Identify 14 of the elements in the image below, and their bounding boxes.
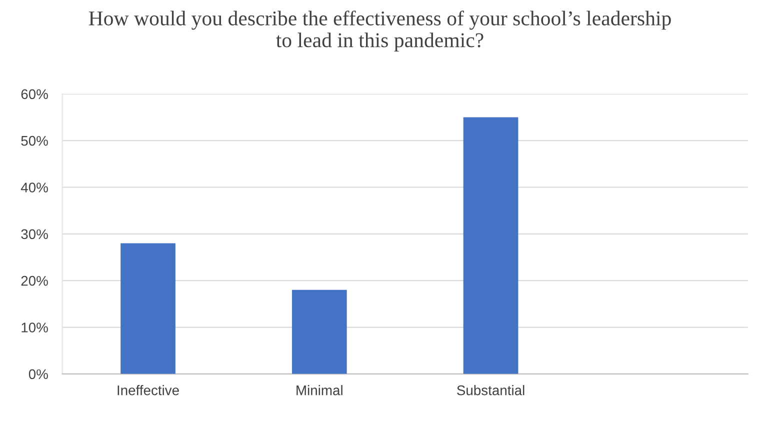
- y-tick-label: 60%: [21, 89, 48, 100]
- x-tick-label: Substantial: [457, 385, 524, 396]
- y-tick-label: 0%: [28, 369, 48, 380]
- y-tick-label: 20%: [21, 276, 48, 286]
- bar: [463, 117, 518, 374]
- y-tick-label: 30%: [21, 229, 48, 240]
- x-tick-label: Minimal: [296, 385, 342, 396]
- y-tick-label: 40%: [20, 182, 48, 192]
- y-tick-label: 10%: [22, 322, 48, 332]
- bar: [292, 290, 347, 374]
- chart-title: How would you describe the effectiveness of your school’s leadership to lead in this pandemic?: [88, 10, 671, 52]
- y-tick-label: 50%: [21, 136, 48, 146]
- bar: [120, 243, 176, 374]
- x-tick-label: Ineffective: [118, 385, 179, 396]
